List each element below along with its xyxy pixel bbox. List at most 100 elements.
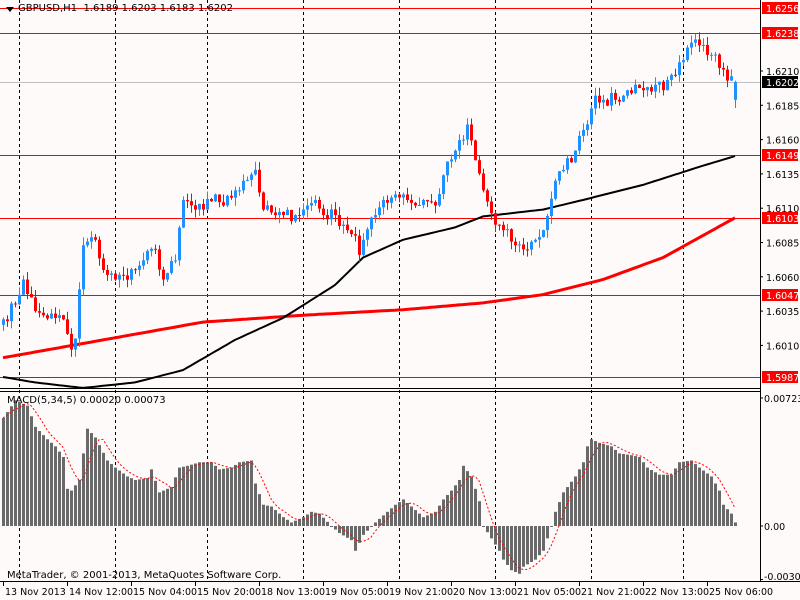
macd-bar (54, 446, 57, 526)
candle (570, 156, 573, 163)
macd-bar (470, 476, 473, 526)
level-price-box (762, 149, 798, 161)
candle (82, 237, 85, 296)
candle-body (446, 161, 449, 176)
candle-body (694, 39, 697, 43)
macd-bar (6, 412, 9, 526)
moving-average-fast (2, 155, 736, 389)
macd-bar (538, 526, 541, 556)
macd-bar (446, 495, 449, 526)
copyright-text: MetaTrader, © 2001-2013, MetaQuotes Soft… (7, 570, 282, 581)
candle-body (102, 258, 105, 270)
candle (594, 87, 597, 115)
candle-body (494, 213, 497, 225)
candle-body (598, 95, 601, 103)
macd-bar (622, 454, 625, 526)
candle (286, 207, 289, 216)
candle (294, 214, 297, 224)
candle-body (182, 199, 185, 228)
candle (734, 80, 737, 109)
level-price-label: 1.6238 (766, 29, 799, 40)
macd-bar (394, 504, 397, 526)
candle-body (38, 311, 41, 313)
time-tick-label: 21 Nov 21:00 (581, 587, 645, 598)
macd-bar (78, 479, 81, 526)
chart-menu-triangle-icon[interactable] (6, 7, 14, 12)
candle (610, 87, 613, 111)
macd-bar (74, 485, 77, 526)
candle-body (50, 313, 53, 319)
candle (622, 94, 625, 103)
level-price-box (762, 2, 798, 14)
candle-body (658, 81, 661, 85)
candle (194, 199, 197, 218)
candle-body (166, 272, 169, 280)
candle-body (90, 237, 93, 242)
macd-bar (262, 504, 265, 526)
macd-bar (406, 502, 409, 526)
candle (98, 236, 101, 266)
candle-body (426, 199, 429, 202)
candle-body (418, 205, 421, 207)
macd-bar (670, 474, 673, 526)
macd-bar (250, 460, 253, 526)
candle (574, 150, 577, 164)
macd-bar (238, 462, 241, 526)
candle (302, 203, 305, 220)
candle-body (478, 160, 481, 174)
candle (406, 187, 409, 203)
candle-body (646, 87, 649, 91)
candle (454, 149, 457, 163)
candle-body (242, 180, 245, 191)
candle (410, 194, 413, 211)
candle (590, 105, 593, 130)
candle-body (482, 173, 485, 191)
candle (234, 186, 237, 206)
macd-bar (578, 469, 581, 526)
candle (550, 191, 553, 224)
candle (586, 120, 589, 136)
candle-body (490, 201, 493, 214)
candle-body (402, 194, 405, 198)
macd-bar (46, 439, 49, 526)
candle (466, 118, 469, 146)
candle (602, 94, 605, 110)
macd-bar (194, 463, 197, 526)
macd-bar (18, 402, 21, 526)
macd-bar (226, 468, 229, 526)
macd-bar (58, 451, 61, 526)
candle-body (390, 197, 393, 203)
candle (30, 286, 33, 298)
candle-body (158, 249, 161, 270)
candle (686, 45, 689, 63)
candle-body (470, 124, 473, 141)
macd-bar (614, 449, 617, 526)
candle-body (498, 224, 501, 226)
macd-bar (26, 405, 29, 526)
level-price-label: 1.6103 (766, 214, 799, 225)
candle-body (562, 169, 565, 172)
macd-bar (306, 514, 309, 526)
candle-body (350, 230, 353, 235)
candle (394, 190, 397, 201)
candle (298, 207, 301, 222)
candle (370, 216, 373, 237)
candle-body (586, 124, 589, 130)
macd-bar (566, 487, 569, 526)
candle (122, 266, 125, 281)
candle (474, 139, 477, 161)
candle (190, 193, 193, 213)
macd-bar (294, 520, 297, 526)
candle (314, 195, 317, 206)
macd-bar (514, 526, 517, 573)
candle (2, 317, 5, 331)
candle-body (326, 215, 329, 220)
macd-bar (346, 526, 349, 538)
macd-bar (494, 526, 497, 545)
candle (154, 244, 157, 254)
macd-bar (350, 526, 353, 541)
macd-bar (206, 462, 209, 526)
candle (350, 229, 353, 237)
candle-body (566, 158, 569, 170)
